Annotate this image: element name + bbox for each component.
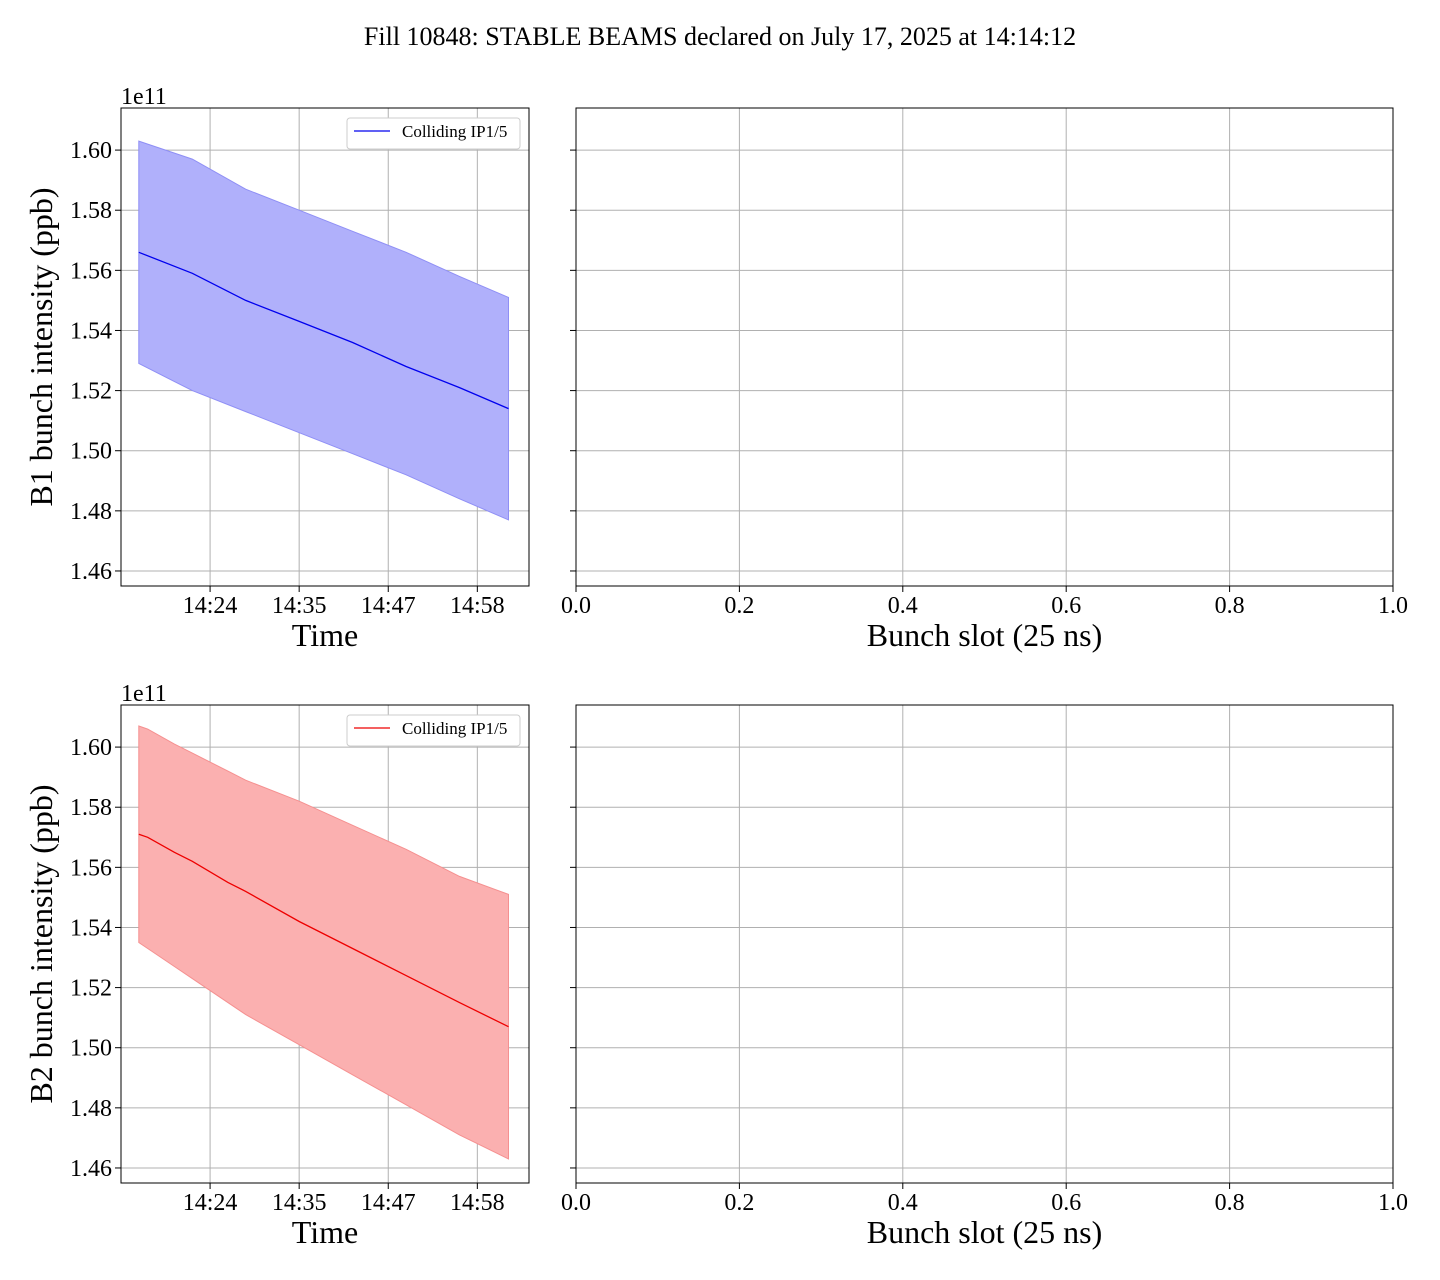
figure-title: Fill 10848: STABLE BEAMS declared on Jul…: [364, 22, 1076, 51]
b2-time-x-label: Time: [292, 1214, 358, 1250]
b2-time-y-label: B2 bunch intensity (ppb): [23, 784, 59, 1103]
b2-time-x-tick-label: 14:58: [450, 1190, 505, 1216]
b1-slot-x-label: Bunch slot (25 ns): [867, 617, 1103, 653]
b2-time-legend: Colliding IP1/5: [346, 714, 521, 747]
b2-time-y-tick-label: 1.50: [70, 1036, 112, 1062]
b1-time-y-tick-label: 1.56: [70, 258, 112, 284]
b2-slot-x-label: Bunch slot (25 ns): [867, 1214, 1103, 1250]
b1-slot-x-tick-label: 0.6: [1051, 593, 1081, 619]
b1-time-y-tick-label: 1.52: [70, 379, 112, 405]
b1-slot-grid: [575, 108, 1394, 586]
b2-time-y-tick-label: 1.46: [70, 1156, 112, 1182]
b1-time-y-tick-label: 1.50: [70, 439, 112, 465]
b1-time-y-tick-label: 1.48: [70, 499, 112, 525]
b1-time-y-tick-label: 1.58: [70, 198, 112, 224]
b2-time-y-tick-label: 1.48: [70, 1096, 112, 1122]
b2-time-x-tick-label: 14:35: [272, 1190, 327, 1216]
b2-slot-x-tick-label: 0.4: [888, 1190, 918, 1216]
b1-time-legend-box: [346, 117, 521, 150]
b1-time-y-label: B1 bunch intensity (ppb): [23, 187, 59, 506]
b1-slot-x-tick-label: 1.0: [1378, 593, 1408, 619]
b2-time-y-tick-label: 1.60: [70, 735, 112, 761]
b1-time-mean-line: [138, 251, 509, 410]
b1-time-y-tick-label: 1.60: [70, 138, 112, 164]
b2-time-legend-label: Colliding IP1/5: [402, 719, 507, 738]
b2-time-frame: [120, 704, 530, 1184]
b2-slot-x-tick-label: 0.6: [1051, 1190, 1081, 1216]
b1-slot-frame: [575, 107, 1394, 587]
b2-slot-x-tick-label: 0.0: [561, 1190, 591, 1216]
b2-time-spread-band: [138, 725, 509, 1160]
b2-time-legend-box: [346, 714, 521, 747]
b1-time-x-tick-label: 14:24: [183, 593, 238, 619]
b1-time-x-tick-label: 14:35: [272, 593, 327, 619]
b2-time-y-tick-label: 1.56: [70, 855, 112, 881]
b2-time-mean-line: [138, 833, 509, 1028]
b1-time-y-tick-label: 1.46: [70, 559, 112, 585]
b2-time-y-tick-label: 1.54: [70, 915, 112, 941]
b1-slot-x-tick-label: 0.0: [561, 593, 591, 619]
b1-time-frame: [120, 107, 530, 587]
panel-b1-slot: 0.0 0.2 0.4 0.6 0.8 1.0 Bunch slot (25 ns): [561, 107, 1408, 653]
b2-time-x-tick-label: 14:47: [361, 1190, 416, 1216]
b1-time-y-offset: 1e11: [121, 84, 167, 110]
b1-time-x-tick-label: 14:47: [361, 593, 416, 619]
panel-b2-time: 14:24 14:35 14:47 14:58 1.46 1.48 1.50 1.52 1.54…: [23, 681, 530, 1250]
panel-b2-slot: 0.0 0.2 0.4 0.6 0.8 1.0 Bunch slot (25 ns): [561, 704, 1408, 1250]
b1-slot-x-tick-label: 0.4: [888, 593, 918, 619]
panel-b1-time: 14:24 14:35 14:47 14:58 1.46 1.48 1.50 1.52 1.54…: [23, 84, 530, 653]
b2-slot-grid: [575, 705, 1394, 1183]
b2-time-y-tick-label: 1.58: [70, 795, 112, 821]
b1-time-x-tick-label: 14:58: [450, 593, 505, 619]
b1-slot-x-tick-label: 0.2: [724, 593, 754, 619]
b2-slot-x-tick-label: 0.2: [724, 1190, 754, 1216]
b2-slot-x-tick-label: 1.0: [1378, 1190, 1408, 1216]
b2-time-y-tick-label: 1.52: [70, 976, 112, 1002]
b2-time-y-offset: 1e11: [121, 681, 167, 707]
b2-slot-frame: [575, 704, 1394, 1184]
b1-time-y-tick-label: 1.54: [70, 318, 112, 344]
b2-time-x-tick-label: 14:24: [183, 1190, 238, 1216]
b1-time-x-label: Time: [292, 617, 358, 653]
b1-time-legend: Colliding IP1/5: [346, 117, 521, 150]
b2-slot-x-tick-label: 0.8: [1215, 1190, 1245, 1216]
b1-slot-x-tick-label: 0.8: [1215, 593, 1245, 619]
b1-time-legend-label: Colliding IP1/5: [402, 122, 507, 141]
